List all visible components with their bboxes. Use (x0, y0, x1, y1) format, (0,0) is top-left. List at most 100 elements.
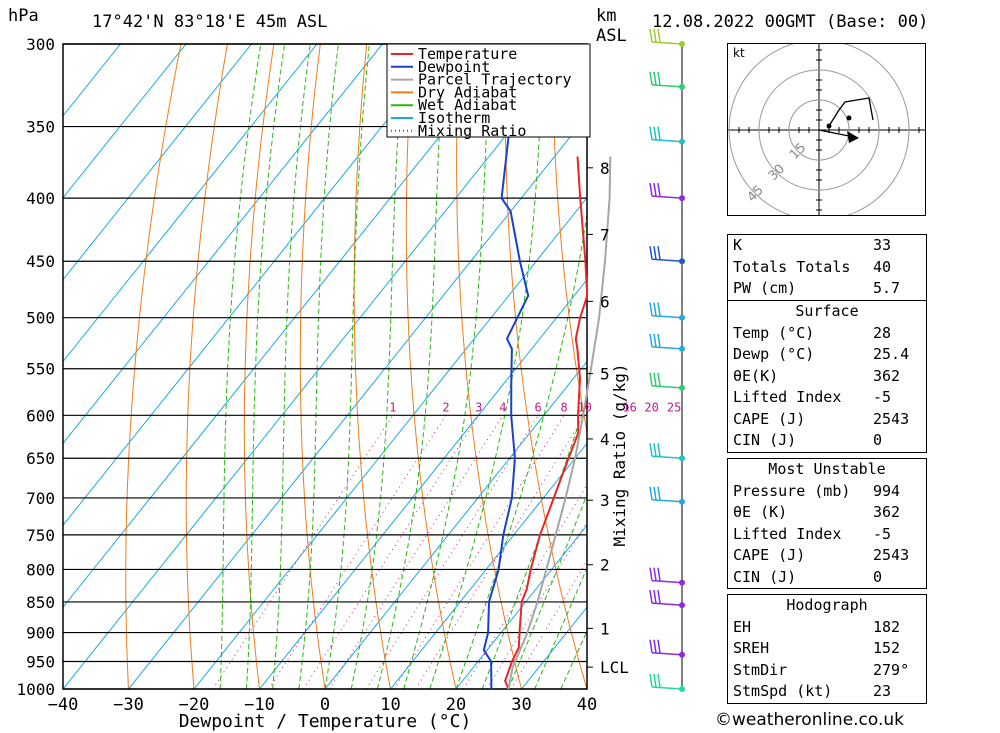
wind-barb (649, 372, 685, 391)
wet-adiabat (272, 44, 311, 689)
wet-adiabat (298, 44, 339, 689)
pressure-tick-label: 850 (26, 593, 55, 612)
isotherm (128, 115, 587, 689)
param-label: θE (K) (733, 503, 788, 521)
hodograph-ring-label: 45 (745, 183, 767, 205)
location-title: 17°42'N 83°18'E 45m ASL (92, 12, 328, 32)
wind-barb (649, 673, 685, 692)
param-label: Dewp (°C) (733, 345, 815, 363)
param-value: 23 (873, 682, 892, 700)
temperature-tick-label: 0 (320, 695, 330, 715)
indices-table: K 33 Totals Totals 40 PW (cm) 5.7 (727, 234, 927, 301)
param-value: 362 (873, 503, 901, 521)
storm-motion-vector (818, 129, 850, 137)
temperature-tick-label: −40 (48, 695, 79, 715)
wet-adiabat (403, 44, 491, 689)
section-title: Most Unstable (768, 460, 886, 478)
most-unstable-row: Lifted Index -5 (728, 524, 926, 546)
param-label: CAPE (J) (733, 409, 806, 428)
param-label: StmDir (733, 660, 788, 679)
param-label: CAPE (J) (733, 546, 806, 564)
mean-wind-point (846, 115, 852, 121)
legend-label: Parcel Trajectory (418, 71, 572, 89)
mixing-ratio-label: 16 (622, 400, 636, 414)
wind-barb-dot (679, 41, 685, 47)
pressure-tick-label: 350 (26, 118, 55, 137)
param-label: CIN (J) (733, 567, 797, 586)
most-unstable-row: Pressure (mb) 994 (728, 481, 926, 503)
wind-barb-dot (679, 686, 685, 692)
param-value: 2543 (873, 409, 910, 428)
legend-label: Mixing Ratio (418, 122, 526, 140)
plot-frame (62, 43, 588, 690)
mixing-ratio-label: 25 (667, 400, 681, 414)
most-unstable-row: CIN (J) 0 (728, 567, 926, 589)
isotherm (63, 44, 318, 363)
dry-adiabat (924, 44, 1000, 689)
wind-barbs (649, 28, 685, 692)
mixing-ratio-label: 1 (389, 400, 396, 414)
hodograph-table: Hodograph EH 182 SREH 152 StmDir 279° StmSpd (k… (727, 594, 927, 704)
mixing-ratio-label: 10 (577, 400, 591, 414)
wind-barb-dot (679, 314, 685, 321)
series-parcel-trajectory (507, 156, 612, 690)
isotherm (63, 44, 187, 199)
mixing-ratio-label: 6 (535, 400, 542, 414)
param-value: 182 (873, 617, 901, 636)
param-value: 279° (873, 660, 910, 679)
hodograph-ring-label: 15 (787, 140, 809, 162)
pressure-tick-label: 300 (26, 35, 55, 54)
pressure-tick-label: 650 (26, 449, 55, 468)
isotherm (324, 360, 587, 689)
param-label: Temp (°C) (733, 323, 815, 342)
param-label: SREH (733, 639, 770, 657)
isotherm (390, 442, 587, 689)
surface-row: θE(K) 362 (728, 366, 926, 388)
mixing-ratio-label: 8 (560, 400, 567, 414)
param-value: 25.4 (873, 345, 910, 363)
param-label: StmSpd (kt) (733, 682, 833, 700)
legend-box (386, 43, 591, 138)
param-label: CIN (J) (733, 431, 797, 449)
wind-barb (649, 639, 685, 658)
wind-barb (649, 183, 685, 202)
param-label: Lifted Index (733, 388, 842, 406)
wind-barb (649, 28, 685, 47)
hodograph-panel: 15 30 45 kt (727, 39, 926, 231)
legend-label: Temperature (418, 45, 517, 63)
wind-barb-dot (679, 651, 685, 658)
param-label: Pressure (mb) (733, 481, 851, 500)
dry-adiabat (125, 44, 182, 689)
wind-barb-dot (679, 195, 685, 202)
param-value: 0 (873, 567, 883, 586)
pressure-tick-label: 900 (26, 624, 55, 643)
height-km-label: 8 (600, 159, 610, 178)
height-km-label: LCL (600, 658, 629, 677)
hodograph-row: SREH 152 (728, 638, 926, 660)
wind-barb-dot (679, 602, 685, 609)
wind-barb-dot (679, 83, 685, 90)
height-km-label: 1 (600, 619, 610, 638)
asl-unit-label: ASL (596, 26, 627, 46)
hodograph-ring (758, 69, 880, 191)
series-temperature (504, 156, 589, 690)
wind-barb (649, 486, 685, 505)
param-value: -5 (873, 524, 892, 543)
km-unit-label: km (596, 6, 617, 26)
height-km-label: 3 (600, 491, 610, 510)
mixing-ratio-label: 2 (442, 400, 449, 414)
isotherm (455, 524, 587, 689)
most-unstable-table: Most Unstable Pressure (mb) 994 θE (K) 362 Li… (727, 458, 927, 589)
isotherm (259, 278, 587, 689)
pressure-tick-label: 400 (26, 189, 55, 208)
isotherm (63, 44, 121, 117)
datetime-title: 12.08.2022 00GMT (Base: 00) (652, 12, 929, 32)
pressure-tick-label: 800 (26, 560, 55, 579)
dry-adiabat (970, 44, 1000, 689)
wind-barb-dot (679, 138, 685, 145)
most-unstable-row: θE (K) 362 (728, 502, 926, 524)
hodograph-row: EH 182 (728, 617, 926, 639)
param-value: -5 (873, 388, 892, 406)
